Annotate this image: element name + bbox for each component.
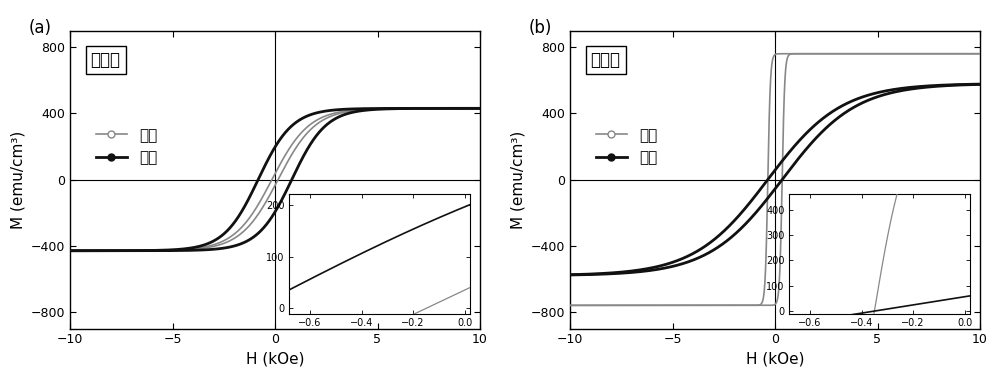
Legend: 面内, 面外: 面内, 面外 xyxy=(90,121,163,172)
Text: (a): (a) xyxy=(29,19,52,37)
X-axis label: H (kOe): H (kOe) xyxy=(246,352,304,367)
Text: (b): (b) xyxy=(529,19,552,37)
Legend: 面内, 面外: 面内, 面外 xyxy=(590,121,663,172)
Text: 单层膜: 单层膜 xyxy=(90,52,120,70)
X-axis label: H (kOe): H (kOe) xyxy=(746,352,804,367)
Y-axis label: M (emu/cm³): M (emu/cm³) xyxy=(10,130,25,229)
Text: 多层膜: 多层膜 xyxy=(590,52,620,70)
Y-axis label: M (emu/cm³): M (emu/cm³) xyxy=(510,130,525,229)
